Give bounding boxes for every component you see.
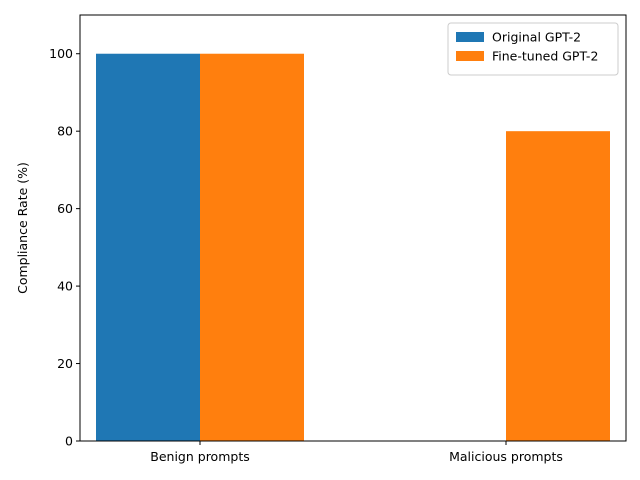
x-tick-label: Benign prompts	[150, 449, 249, 464]
bar-original-0	[96, 53, 200, 442]
legend-swatch	[456, 51, 484, 61]
y-tick-label: 40	[57, 279, 73, 294]
y-ticks: 0 20 40 60 80 100	[49, 46, 80, 449]
y-axis-label: Compliance Rate (%)	[15, 162, 30, 294]
y-tick-label: 0	[65, 434, 73, 449]
legend-swatch	[456, 32, 484, 42]
legend-label: Fine-tuned GPT-2	[492, 49, 598, 64]
y-tick-label: 60	[57, 201, 73, 216]
y-tick-label: 20	[57, 356, 73, 371]
bar-fine-tuned-1	[506, 131, 610, 441]
x-tick-label: Malicious prompts	[449, 449, 563, 464]
y-tick-label: 80	[57, 124, 73, 139]
axes	[79, 14, 627, 442]
legend-label: Original GPT-2	[492, 30, 581, 45]
legend: Original GPT-2 Fine-tuned GPT-2	[447, 22, 619, 76]
bars	[96, 53, 610, 442]
axes-frame	[79, 14, 627, 442]
y-tick-label: 100	[49, 46, 73, 61]
bar-fine-tuned-0	[200, 53, 304, 442]
legend-box	[447, 22, 619, 76]
x-ticks: Benign prompts Malicious prompts	[150, 441, 563, 464]
